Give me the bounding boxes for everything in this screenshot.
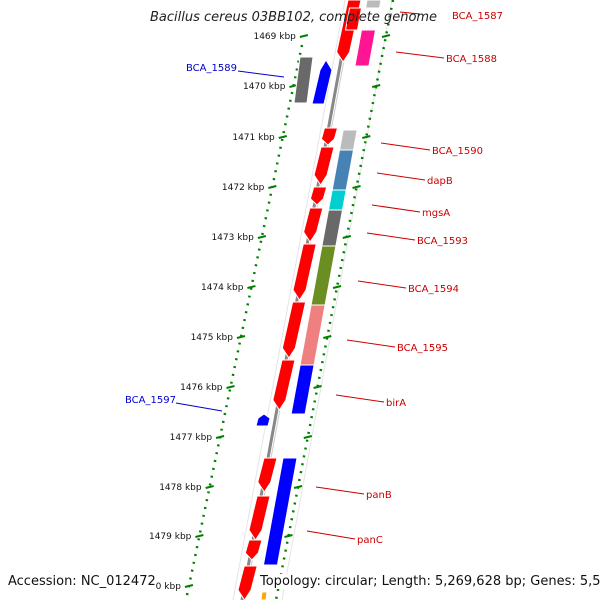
forward-gene-arrow xyxy=(237,565,258,600)
inner-scale-tick xyxy=(195,534,204,538)
cog-color-block xyxy=(299,304,326,366)
inner-scale-tick xyxy=(236,335,246,339)
gene-label: panC xyxy=(357,535,383,546)
accession-text: Accession: NC_012472 xyxy=(8,574,156,589)
gene-label: BCA_1588 xyxy=(446,54,497,65)
cog-color-block xyxy=(364,0,382,9)
cog-color-block xyxy=(344,7,363,31)
gene-label-leader xyxy=(357,280,407,289)
gene-label: panB xyxy=(366,490,392,501)
scale-tick-label: 1470 kbp xyxy=(243,82,286,92)
scale-tick-label: 1472 kbp xyxy=(222,183,265,193)
gene-label: birA xyxy=(386,398,406,409)
forward-gene-arrow xyxy=(244,539,263,561)
scale-tick-label: 1474 kbp xyxy=(201,283,244,293)
inner-scale-tick xyxy=(257,235,267,239)
outer-scale-tick xyxy=(381,34,391,38)
outer-scale-tick xyxy=(352,185,361,189)
gene-label-leader xyxy=(395,51,445,59)
scale-tick-label: 480 kbp xyxy=(144,582,181,592)
gene-label-leader xyxy=(380,142,431,151)
cog-color-block xyxy=(290,364,315,415)
outer-scale-tick xyxy=(303,435,313,439)
forward-gene-arrow xyxy=(320,127,339,146)
gene-label-leader xyxy=(366,232,416,241)
outer-scale-tick xyxy=(323,335,332,339)
inner-scale-tick xyxy=(226,385,235,389)
outer-scale-tick xyxy=(332,285,342,289)
gene-label-leader xyxy=(346,339,396,348)
forward-gene-arrow xyxy=(281,301,307,359)
forward-gene-arrow xyxy=(303,207,324,243)
gene-label: BCA_1589 xyxy=(186,63,237,74)
reverse-gene-arrow xyxy=(255,413,271,427)
forward-gene-arrow xyxy=(257,457,278,493)
outer-scale-tick xyxy=(362,135,371,139)
gene-label: BCA_1595 xyxy=(397,343,448,354)
scale-layer: 1469 kbp 1470 kbp 1471 kbp 1472 kbp 1473 kbp… xyxy=(144,0,395,600)
summary-text: Topology: circular; Length: 5,269,628 bp… xyxy=(260,574,600,589)
scale-tick-label: 1478 kbp xyxy=(159,483,202,493)
outer-scale-line xyxy=(274,0,395,600)
cog-color-block xyxy=(338,129,358,151)
scale-tick-label: 1471 kbp xyxy=(232,133,275,143)
forward-gene-arrow xyxy=(292,243,317,301)
gene-label: BCA_1597 xyxy=(125,395,176,406)
inner-scale-tick xyxy=(247,285,256,289)
forward-gene-arrow xyxy=(309,186,328,206)
cog-color-block xyxy=(354,29,377,67)
cog-color-block xyxy=(262,457,298,566)
cog-color-block xyxy=(260,591,268,600)
gene-label: dapB xyxy=(427,176,453,187)
outer-scale-tick xyxy=(342,235,352,239)
gene-label-leader xyxy=(399,11,421,15)
gene-label: mgsA xyxy=(422,208,450,219)
inner-scale-tick xyxy=(205,485,214,489)
scale-tick-label: 1469 kbp xyxy=(253,32,296,42)
inner-scale-tick xyxy=(299,34,309,38)
genome-title: Bacillus cereus 03BB102, complete genome xyxy=(150,10,438,25)
inner-scale-tick xyxy=(184,584,194,588)
forward-gene-arrow xyxy=(313,146,335,186)
cog-color-block xyxy=(293,56,314,104)
gene-label: BCA_1587 xyxy=(452,11,503,22)
gene-label: BCA_1590 xyxy=(432,146,483,157)
cog-color-block xyxy=(331,149,355,191)
gene-label-leader xyxy=(306,530,356,540)
scale-tick-label: 1476 kbp xyxy=(180,383,223,393)
gene-label-leader xyxy=(335,394,385,403)
reverse-gene-arrow xyxy=(311,59,333,105)
scale-tick-label: 1475 kbp xyxy=(191,333,234,343)
inner-scale-tick xyxy=(215,435,225,439)
cog-color-block xyxy=(321,209,344,247)
scale-tick-label: 1479 kbp xyxy=(149,532,192,542)
outer-scale-tick xyxy=(313,385,322,389)
cog-color-block xyxy=(310,245,337,306)
gene-label-leader xyxy=(315,486,365,495)
gene-label: BCA_1593 xyxy=(417,236,468,247)
forward-gene-arrow xyxy=(248,495,271,541)
inner-scale-tick xyxy=(268,185,277,189)
scale-tick-label: 1477 kbp xyxy=(170,433,213,443)
outer-scale-tick xyxy=(284,534,293,538)
outer-track-edge xyxy=(281,0,393,600)
genes-layer xyxy=(237,0,382,600)
gene-label-leader xyxy=(376,172,426,181)
forward-gene-arrow xyxy=(272,359,296,411)
inner-track-edge xyxy=(232,0,346,600)
gene-label-leader xyxy=(371,204,421,213)
inner-scale-line xyxy=(184,44,304,600)
outer-scale-tick xyxy=(293,485,303,489)
gene-label: BCA_1594 xyxy=(408,284,459,295)
labels-layer: BCA_1587 BCA_1588 BCA_1589 BCA_1590 dapB mgsA… xyxy=(125,11,503,546)
cog-color-block xyxy=(327,189,347,211)
gene-label-leader xyxy=(175,402,223,412)
inner-scale-tick xyxy=(278,135,288,139)
outer-scale-tick xyxy=(371,84,381,88)
scale-tick-label: 1473 kbp xyxy=(211,233,254,243)
gene-label-leader xyxy=(237,70,285,78)
